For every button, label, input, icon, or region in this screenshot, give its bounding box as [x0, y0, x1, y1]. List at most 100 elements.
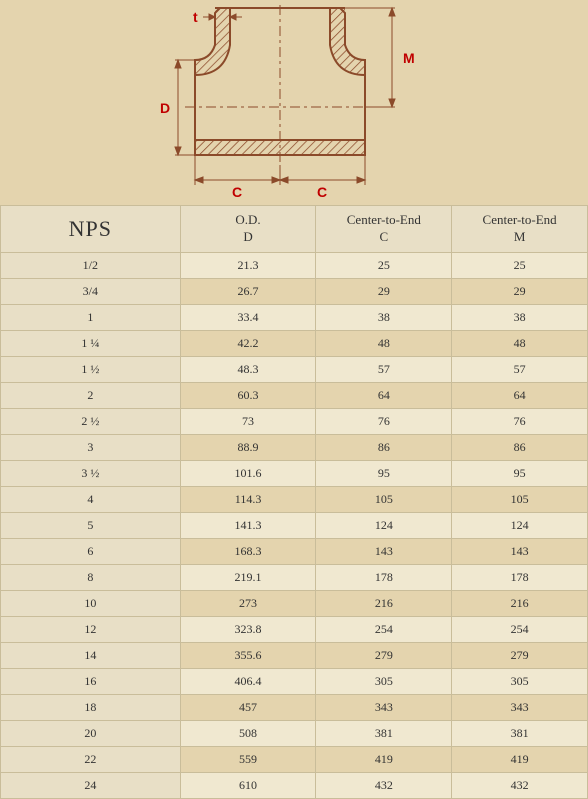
cell-nps: 3/4	[1, 278, 181, 304]
cell-value: 305	[452, 668, 588, 694]
cell-value: 457	[180, 694, 316, 720]
cell-nps: 18	[1, 694, 181, 720]
table-row: 12323.8254254	[1, 616, 588, 642]
cell-value: 279	[452, 642, 588, 668]
dim-label-c-left: C	[232, 184, 242, 200]
cell-value: 101.6	[180, 460, 316, 486]
cell-nps: 16	[1, 668, 181, 694]
cell-value: 57	[452, 356, 588, 382]
cell-value: 64	[452, 382, 588, 408]
cell-value: 216	[316, 590, 452, 616]
cell-value: 168.3	[180, 538, 316, 564]
cell-value: 25	[452, 252, 588, 278]
table-row: 16406.4305305	[1, 668, 588, 694]
cell-value: 273	[180, 590, 316, 616]
cell-value: 143	[452, 538, 588, 564]
cell-nps: 3	[1, 434, 181, 460]
cell-nps: 3 ½	[1, 460, 181, 486]
cell-value: 88.9	[180, 434, 316, 460]
table-row: 3/426.72929	[1, 278, 588, 304]
cell-value: 57	[316, 356, 452, 382]
table-row: 18457343343	[1, 694, 588, 720]
cell-nps: 6	[1, 538, 181, 564]
cell-value: 114.3	[180, 486, 316, 512]
cell-value: 216	[452, 590, 588, 616]
cell-value: 381	[452, 720, 588, 746]
cell-value: 86	[452, 434, 588, 460]
table-row: 1 ¼42.24848	[1, 330, 588, 356]
cell-value: 21.3	[180, 252, 316, 278]
cell-value: 38	[452, 304, 588, 330]
cell-value: 343	[316, 694, 452, 720]
cell-nps: 8	[1, 564, 181, 590]
cell-nps: 1 ½	[1, 356, 181, 382]
cell-value: 178	[452, 564, 588, 590]
dim-label-c-right: C	[317, 184, 327, 200]
dim-label-d: D	[160, 100, 170, 116]
cell-value: 219.1	[180, 564, 316, 590]
cell-value: 508	[180, 720, 316, 746]
dimensions-table: NPS O.D.D Center-to-EndC Center-to-EndM …	[0, 205, 588, 799]
table-row: 2 ½737676	[1, 408, 588, 434]
cell-nps: 22	[1, 746, 181, 772]
cell-value: 73	[180, 408, 316, 434]
cell-nps: 1/2	[1, 252, 181, 278]
table-row: 133.43838	[1, 304, 588, 330]
cell-value: 141.3	[180, 512, 316, 538]
dim-label-t: t	[193, 9, 198, 25]
table-row: 4114.3105105	[1, 486, 588, 512]
cell-value: 254	[452, 616, 588, 642]
table-row: 14355.6279279	[1, 642, 588, 668]
cell-value: 419	[452, 746, 588, 772]
cell-value: 48	[452, 330, 588, 356]
cell-value: 48.3	[180, 356, 316, 382]
cell-value: 76	[316, 408, 452, 434]
table-row: 6168.3143143	[1, 538, 588, 564]
col-header-od: O.D.D	[180, 206, 316, 253]
cell-value: 86	[316, 434, 452, 460]
cell-value: 33.4	[180, 304, 316, 330]
table-row: 1 ½48.35757	[1, 356, 588, 382]
table-row: 8219.1178178	[1, 564, 588, 590]
cell-value: 29	[316, 278, 452, 304]
cell-nps: 1	[1, 304, 181, 330]
cell-value: 432	[452, 772, 588, 798]
dim-label-m: M	[403, 50, 415, 66]
cell-value: 26.7	[180, 278, 316, 304]
table-row: 24610432432	[1, 772, 588, 798]
table-row: 22559419419	[1, 746, 588, 772]
col-header-m: Center-to-EndM	[452, 206, 588, 253]
col-header-c: Center-to-EndC	[316, 206, 452, 253]
cell-value: 178	[316, 564, 452, 590]
cell-value: 42.2	[180, 330, 316, 356]
table-row: 1/221.32525	[1, 252, 588, 278]
cell-value: 343	[452, 694, 588, 720]
cell-value: 95	[316, 460, 452, 486]
cell-value: 305	[316, 668, 452, 694]
table-row: 260.36464	[1, 382, 588, 408]
cell-nps: 14	[1, 642, 181, 668]
cell-value: 124	[452, 512, 588, 538]
cell-value: 381	[316, 720, 452, 746]
cell-value: 406.4	[180, 668, 316, 694]
cell-nps: 24	[1, 772, 181, 798]
cell-value: 38	[316, 304, 452, 330]
col-header-nps: NPS	[1, 206, 181, 253]
cell-nps: 4	[1, 486, 181, 512]
cell-value: 95	[452, 460, 588, 486]
cell-nps: 20	[1, 720, 181, 746]
table-header-row: NPS O.D.D Center-to-EndC Center-to-EndM	[1, 206, 588, 253]
cell-value: 323.8	[180, 616, 316, 642]
cell-value: 279	[316, 642, 452, 668]
cell-value: 254	[316, 616, 452, 642]
cell-value: 559	[180, 746, 316, 772]
cell-value: 610	[180, 772, 316, 798]
cell-nps: 5	[1, 512, 181, 538]
cell-value: 105	[452, 486, 588, 512]
cell-value: 60.3	[180, 382, 316, 408]
table-row: 20508381381	[1, 720, 588, 746]
table-row: 388.98686	[1, 434, 588, 460]
cell-value: 143	[316, 538, 452, 564]
cell-value: 48	[316, 330, 452, 356]
cell-value: 29	[452, 278, 588, 304]
